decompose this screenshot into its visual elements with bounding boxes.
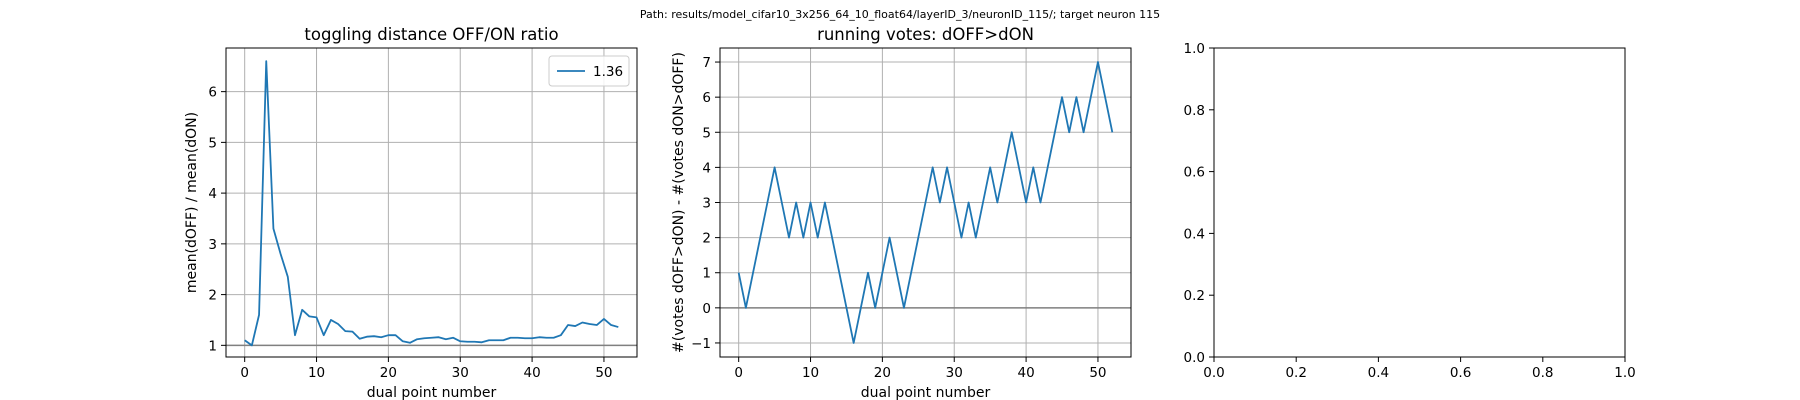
y-tick-label: 0 — [702, 301, 711, 317]
axes-frame — [1213, 47, 1626, 358]
x-tick-label: 20 — [380, 365, 397, 381]
y-tick-label: 1.0 — [1184, 41, 1205, 57]
y-tick-label: 0.4 — [1184, 226, 1205, 242]
chart-panel-2: 0 10 20 30 40 50 −1 0 1 2 3 4 5 6 7 running votes: dOFF… — [671, 25, 1132, 400]
x-axis-label: dual point number — [367, 385, 497, 400]
x-tick-label: 0.4 — [1368, 365, 1389, 381]
x-tick-label: 0 — [734, 365, 743, 381]
x-tick-label: 40 — [1018, 365, 1035, 381]
y-tick-label: −1 — [691, 336, 711, 352]
x-tick-label: 0.2 — [1285, 365, 1306, 381]
x-tick-label: 10 — [308, 365, 325, 381]
y-tick-label: 4 — [702, 160, 711, 176]
axes-frame — [225, 47, 638, 358]
chart-panel-1: 0 10 20 30 40 50 1 2 3 4 5 6 toggling distance OFF/O… — [184, 25, 638, 400]
y-tick-label: 0.0 — [1184, 350, 1205, 366]
x-tick-label: 0 — [240, 365, 249, 381]
x-tick-label: 30 — [452, 365, 469, 381]
x-tick-label: 0.8 — [1532, 365, 1553, 381]
y-tick-label: 5 — [702, 125, 711, 141]
x-tick-label: 0.6 — [1450, 365, 1471, 381]
y-axis-label: mean(dOFF) / mean(dON) — [184, 112, 200, 293]
x-tick-label: 30 — [946, 365, 963, 381]
chart-title: running votes: dOFF>dON — [817, 25, 1034, 44]
x-axis-label: dual point number — [861, 385, 991, 400]
legend-box — [548, 55, 630, 87]
y-tick-label: 4 — [208, 186, 217, 202]
x-tick-label: 10 — [802, 365, 819, 381]
y-tick-label: 0.2 — [1184, 288, 1205, 304]
y-tick-label: 6 — [702, 90, 711, 106]
figure-suptitle: Path: results/model_cifar10_3x256_64_10_… — [640, 8, 1160, 21]
y-tick-label: 0.6 — [1184, 165, 1205, 181]
y-tick-label: 5 — [208, 135, 217, 151]
x-tick-label: 20 — [874, 365, 891, 381]
chart-title: toggling distance OFF/ON ratio — [304, 25, 558, 44]
x-tick-label: 50 — [1089, 365, 1106, 381]
y-tick-label: 6 — [208, 85, 217, 101]
series-line-1 — [244, 60, 619, 347]
y-tick-label: 7 — [702, 55, 711, 71]
y-tick-label: 3 — [208, 237, 217, 253]
y-tick-label: 1 — [702, 266, 711, 282]
y-axis-label: #(votes dOFF>dON) - #(votes dON>dOFF) — [671, 52, 687, 353]
legend-entry: 1.36 — [593, 64, 623, 80]
x-tick-label: 0.0 — [1203, 365, 1224, 381]
y-tick-label: 1 — [208, 338, 217, 354]
y-tick-label: 2 — [208, 288, 217, 304]
series-line-1 — [737, 61, 1114, 344]
x-tick-label: 50 — [595, 365, 612, 381]
x-tick-label: 1.0 — [1614, 365, 1635, 381]
legend: 1.36 — [548, 55, 630, 87]
chart-panel-3: 0.0 0.2 0.4 0.6 0.8 1.0 0.0 0.2 0.4 0.6 0.8 1.0 — [1184, 41, 1636, 381]
y-tick-label: 2 — [702, 231, 711, 247]
x-tick-label: 40 — [524, 365, 541, 381]
y-tick-label: 0.8 — [1184, 103, 1205, 119]
y-tick-label: 3 — [702, 196, 711, 212]
